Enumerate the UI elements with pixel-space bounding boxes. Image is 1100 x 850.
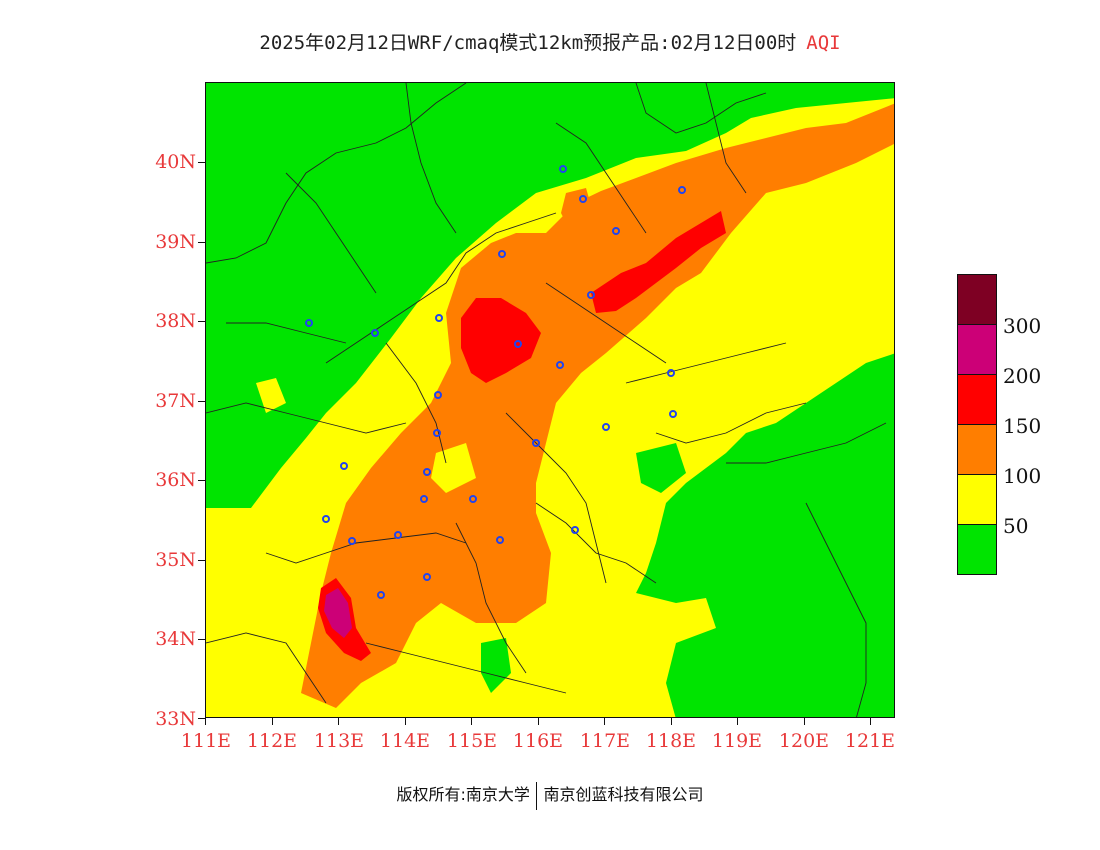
level-unhealthy-fill [591,211,726,313]
circle-marker-icon[interactable] [602,423,610,431]
circle-marker-icon[interactable] [667,369,675,377]
legend-label: 100 [1003,464,1042,488]
legend-label: 300 [1003,314,1042,338]
circle-marker-icon[interactable] [587,291,595,299]
level-moderate-fill [431,443,476,493]
lon-tick [272,718,273,725]
legend-label: 50 [1003,514,1029,538]
circle-marker-icon[interactable] [559,165,567,173]
map-title: 2025年02月12日WRF/cmaq模式12km预报产品:02月12日00时 A… [0,28,1100,55]
legend-swatch-300-plus [957,274,997,325]
circle-marker-icon[interactable] [669,410,677,418]
copyright-divider [535,781,538,810]
lon-label: 114E [379,730,431,752]
aqi-map[interactable] [205,82,895,718]
legend-swatch-100-150 [957,424,997,475]
lon-label: 117E [579,730,631,752]
circle-marker-icon[interactable] [433,429,441,437]
circle-marker-icon[interactable] [571,526,579,534]
lon-label: 116E [512,730,564,752]
aqi-contour-map [206,83,894,717]
lat-tick [198,401,205,402]
lon-tick [205,718,206,725]
lon-label: 118E [645,730,697,752]
lon-label: 113E [313,730,365,752]
circle-marker-icon[interactable] [423,468,431,476]
legend-swatch-150-200 [957,374,997,425]
level-moderate-fill [256,378,286,413]
circle-marker-icon[interactable] [469,495,477,503]
circle-marker-icon[interactable] [556,361,564,369]
circle-marker-icon[interactable] [434,391,442,399]
circle-marker-icon[interactable] [678,186,686,194]
lat-label: 33N [155,708,196,730]
circle-marker-icon[interactable] [579,195,587,203]
circle-marker-icon[interactable] [305,319,313,327]
lon-label: 119E [711,730,763,752]
lon-label: 112E [246,730,298,752]
lon-tick [671,718,672,725]
lat-tick [198,321,205,322]
lon-tick [604,718,605,725]
lat-label: 39N [155,231,196,253]
circle-marker-icon[interactable] [498,250,506,258]
lat-tick [198,162,205,163]
lon-label: 111E [180,730,232,752]
level-good-fill [636,443,686,493]
circle-marker-icon[interactable] [423,573,431,581]
lon-label: 120E [778,730,830,752]
level-unhealthy-fill [461,298,541,383]
copyright-left: 版权所有:南京大学 [396,785,530,804]
lat-label: 37N [155,390,196,412]
lon-tick [737,718,738,725]
copyright-right: 南京创蓝科技有限公司 [543,785,704,804]
title-text: 2025年02月12日WRF/cmaq模式12km预报产品:02月12日00时 [259,32,797,54]
level-usg-fill [301,103,894,708]
lat-label: 36N [155,469,196,491]
lat-label: 40N [155,151,196,173]
legend-label: 150 [1003,414,1042,438]
lat-tick [198,560,205,561]
circle-marker-icon[interactable] [348,537,356,545]
legend-swatch-50-100 [957,474,997,525]
title-variable: AQI [806,32,841,54]
lon-tick [870,718,871,725]
legend-swatch-0-50 [957,524,997,575]
level-usg-fill [561,188,596,233]
level-very-unhealthy-fill [324,588,352,638]
province-boundaries [206,83,887,717]
circle-marker-icon[interactable] [377,591,385,599]
lat-tick [198,639,205,640]
lat-tick [198,242,205,243]
lat-tick [198,718,205,719]
lon-tick [538,718,539,725]
lat-label: 34N [155,628,196,650]
legend-swatch-200-300 [957,324,997,375]
level-good-fill [481,638,511,693]
circle-marker-icon[interactable] [371,329,379,337]
lon-tick [405,718,406,725]
circle-marker-icon[interactable] [435,314,443,322]
copyright-footer: 版权所有:南京大学 南京创蓝科技有限公司 [0,781,1100,810]
circle-marker-icon[interactable] [394,531,402,539]
lon-label: 121E [844,730,896,752]
lat-tick [198,480,205,481]
lat-label: 35N [155,549,196,571]
city-markers [305,165,686,599]
legend-label: 200 [1003,364,1042,388]
lon-tick [804,718,805,725]
circle-marker-icon[interactable] [420,495,428,503]
circle-marker-icon[interactable] [514,340,522,348]
circle-marker-icon[interactable] [340,462,348,470]
lon-label: 115E [446,730,498,752]
lon-tick [338,718,339,725]
circle-marker-icon[interactable] [532,439,540,447]
circle-marker-icon[interactable] [322,515,330,523]
circle-marker-icon[interactable] [612,227,620,235]
circle-marker-icon[interactable] [496,536,504,544]
lat-label: 38N [155,310,196,332]
lon-tick [471,718,472,725]
